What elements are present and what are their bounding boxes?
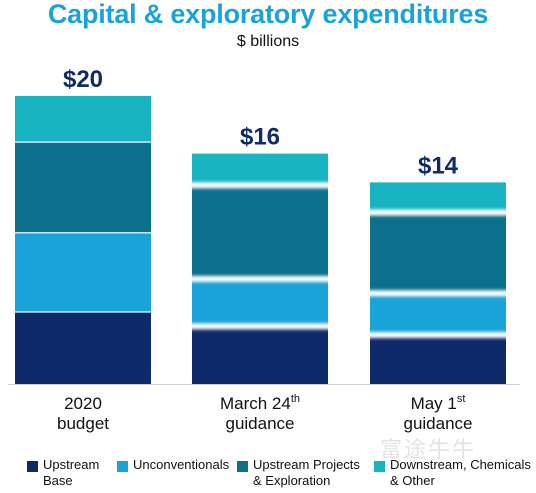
legend: Upstream Base Unconventionals Upstream Pr… — [0, 457, 536, 493]
legend-label: Downstream, Chemicals & Other — [390, 457, 531, 488]
bar-segment — [192, 278, 328, 327]
chart-subtitle: $ billions — [236, 33, 300, 50]
bar-segment — [15, 232, 151, 312]
segment-divider — [370, 332, 506, 338]
segment-divider — [192, 182, 328, 189]
bar-segment — [15, 312, 151, 384]
bar-total-label: $16 — [240, 124, 280, 151]
segment-divider — [15, 311, 151, 313]
bar-segment — [370, 212, 506, 294]
category-label-line2: guidance — [225, 414, 294, 433]
legend-swatch — [117, 461, 128, 472]
legend-label: Upstream Projects & Exploration — [253, 457, 360, 488]
legend-swatch — [374, 461, 385, 472]
segment-divider — [15, 232, 151, 234]
category-label-line2: budget — [57, 414, 109, 433]
bar-segment — [370, 182, 506, 213]
bar-segment — [192, 185, 328, 279]
segment-divider — [15, 141, 151, 143]
legend-swatch — [237, 461, 248, 472]
watermark: 富途牛牛 — [380, 437, 477, 462]
category-label: 2020 — [64, 394, 102, 413]
bar-segment — [15, 142, 151, 233]
segment-divider — [192, 275, 328, 282]
bar-segment — [370, 335, 506, 384]
category-label: March 24th — [220, 393, 300, 413]
chart-title: Capital & exploratory expenditures — [47, 0, 489, 29]
segment-divider — [192, 323, 328, 330]
bar-segment — [370, 293, 506, 336]
category-label-line2: guidance — [403, 414, 472, 433]
legend-label: Unconventionals — [133, 457, 230, 472]
category-label: May 1st — [411, 393, 466, 413]
legend-label: Upstream Base — [43, 457, 100, 488]
bar-segment — [192, 326, 328, 384]
bar-total-label: $14 — [418, 152, 459, 179]
segment-divider — [370, 209, 506, 216]
legend-swatch — [27, 461, 38, 472]
bar-segment — [15, 96, 151, 143]
bar-total-label: $20 — [63, 66, 103, 93]
bar-segment — [192, 153, 328, 186]
segment-divider — [370, 290, 506, 297]
